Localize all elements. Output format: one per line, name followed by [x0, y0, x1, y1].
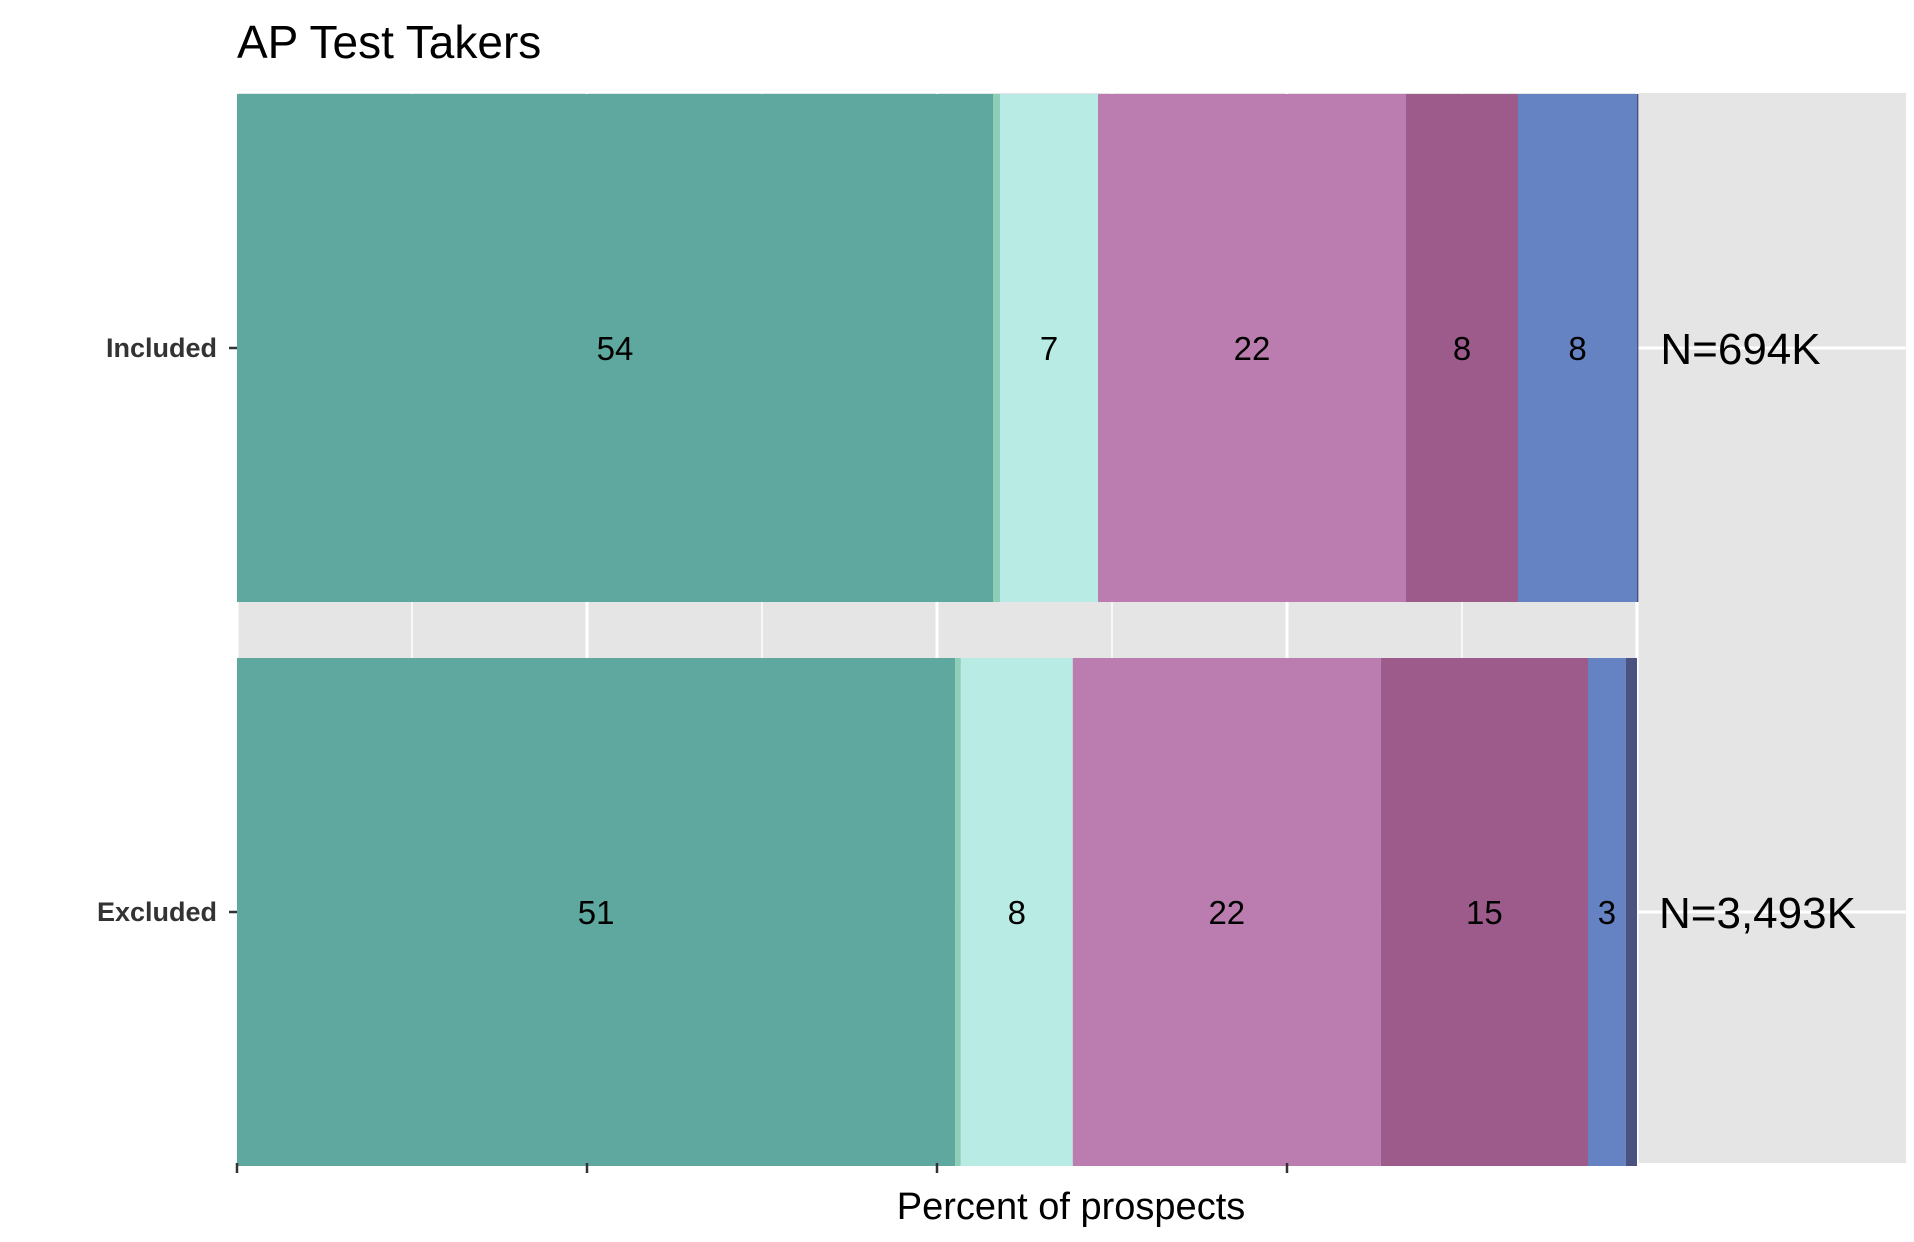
x-axis-label: Percent of prospects [897, 1186, 1246, 1228]
bar-segment-excluded-1 [955, 658, 961, 1166]
segment-label: 7 [1040, 330, 1058, 367]
n-labels: N=694K N=3,493K [1659, 325, 1856, 938]
bar-segment-excluded-4 [1380, 658, 1588, 1166]
segment-label: 51 [578, 894, 615, 931]
segment-label: 8 [1008, 894, 1026, 931]
segment-label: 8 [1453, 330, 1471, 367]
stacked-bars [237, 94, 1639, 1166]
segment-label: 3 [1598, 894, 1616, 931]
bar-segment-excluded-2 [960, 658, 1073, 1166]
n-label-included: N=694K [1660, 325, 1820, 374]
n-label-excluded: N=3,493K [1659, 889, 1856, 938]
bar-segment-included-6 [1637, 94, 1639, 602]
y-tick-label: Included [106, 333, 217, 363]
bar-segment-included-5 [1518, 94, 1637, 602]
bar-segment-included-2 [1000, 94, 1098, 602]
segment-label: 8 [1568, 330, 1586, 367]
segment-labels: 54 7 22 8 8 51 8 22 15 3 [578, 330, 1616, 931]
bar-segment-included-0 [237, 94, 993, 602]
bar-segment-excluded-0 [237, 658, 956, 1166]
x-axis [235, 1163, 1289, 1173]
y-tick-label: Excluded [97, 897, 217, 927]
chart-title: AP Test Takers [237, 16, 541, 68]
bar-segment-included-1 [993, 94, 1000, 602]
bar-segment-included-4 [1406, 94, 1518, 602]
y-axis: Included Excluded [97, 333, 237, 927]
bar-segment-excluded-6 [1625, 658, 1637, 1166]
bar-segment-included-3 [1098, 94, 1406, 602]
bar-segment-excluded-3 [1072, 658, 1381, 1166]
bar-segment-excluded-5 [1588, 658, 1626, 1166]
segment-label: 22 [1208, 894, 1245, 931]
segment-label: 15 [1466, 894, 1503, 931]
segment-label: 54 [597, 330, 634, 367]
segment-label: 22 [1234, 330, 1271, 367]
